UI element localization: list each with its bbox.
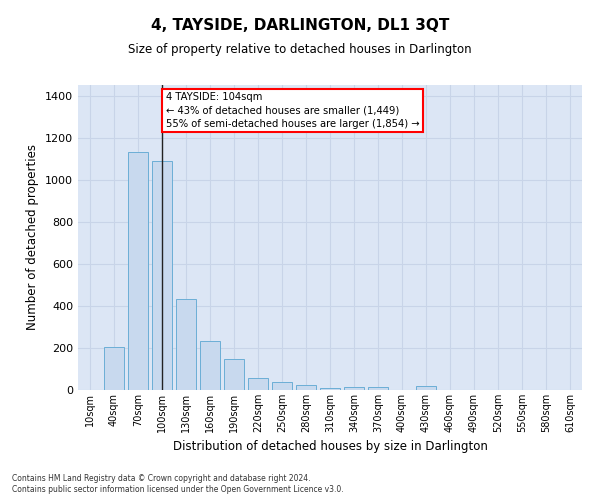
Text: Contains public sector information licensed under the Open Government Licence v3: Contains public sector information licen… — [12, 485, 344, 494]
Bar — [320, 388, 340, 390]
Bar — [176, 298, 196, 390]
Text: 4, TAYSIDE, DARLINGTON, DL1 3QT: 4, TAYSIDE, DARLINGTON, DL1 3QT — [151, 18, 449, 32]
Bar — [200, 341, 220, 390]
Bar — [224, 359, 244, 390]
Bar — [128, 152, 148, 390]
Bar — [104, 347, 124, 390]
Bar — [296, 385, 316, 390]
Bar — [272, 382, 292, 390]
Bar — [152, 160, 172, 390]
Text: Contains HM Land Registry data © Crown copyright and database right 2024.: Contains HM Land Registry data © Crown c… — [12, 474, 311, 483]
Bar — [416, 386, 436, 390]
Bar — [344, 387, 364, 390]
Text: Size of property relative to detached houses in Darlington: Size of property relative to detached ho… — [128, 42, 472, 56]
X-axis label: Distribution of detached houses by size in Darlington: Distribution of detached houses by size … — [173, 440, 487, 454]
Bar — [368, 387, 388, 390]
Text: 4 TAYSIDE: 104sqm
← 43% of detached houses are smaller (1,449)
55% of semi-detac: 4 TAYSIDE: 104sqm ← 43% of detached hous… — [166, 92, 419, 129]
Bar — [248, 378, 268, 390]
Y-axis label: Number of detached properties: Number of detached properties — [26, 144, 40, 330]
